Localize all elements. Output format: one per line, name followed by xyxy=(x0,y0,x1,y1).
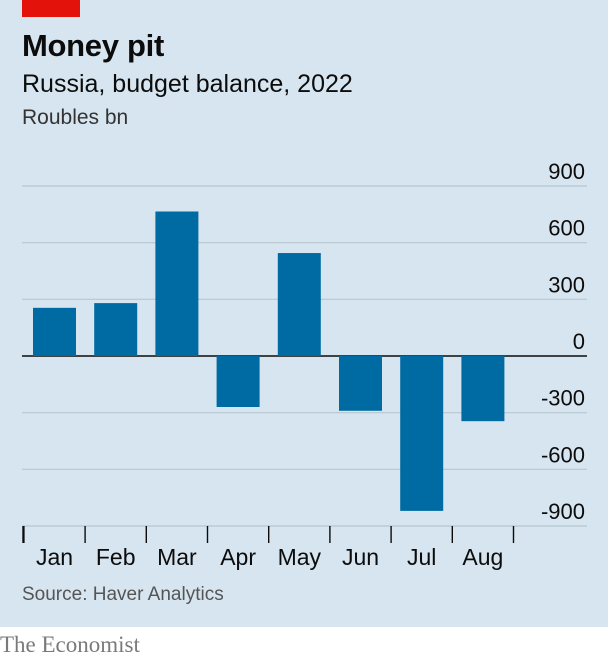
chart-subtitle: Russia, budget balance, 2022 xyxy=(22,70,353,98)
y-tick-label: 300 xyxy=(548,272,585,297)
x-tick-label: Jul xyxy=(407,544,436,570)
bar-jul xyxy=(400,356,444,511)
brand-red-tab xyxy=(22,0,80,17)
y-tick-label: 0 xyxy=(573,329,585,354)
bars xyxy=(33,211,505,511)
publisher-logo: The Economist xyxy=(0,632,140,657)
x-tick-label: May xyxy=(278,544,322,570)
y-tick-label: -600 xyxy=(541,442,585,467)
y-tick-label: -900 xyxy=(541,499,585,524)
x-tick-label: Feb xyxy=(96,544,136,570)
y-tick-label: 600 xyxy=(548,216,585,241)
bar-apr xyxy=(216,356,260,407)
bar-aug xyxy=(461,356,505,422)
y-tick-label: 900 xyxy=(548,159,585,184)
x-tick-label: Jun xyxy=(342,544,379,570)
x-tick-label: Jan xyxy=(36,544,73,570)
bar-chart: 900 600 300 0 -300 -600 -900 Jan Feb Mar Apr May Ju… xyxy=(22,159,587,570)
bar-jan xyxy=(33,307,76,356)
y-tick-label: -300 xyxy=(541,386,585,411)
y-tick-labels: 900 600 300 0 -300 -600 -900 xyxy=(541,159,585,524)
x-axis: Jan Feb Mar Apr May Jun Jul Aug xyxy=(22,526,515,570)
bar-may xyxy=(277,253,321,356)
x-tick-label: Apr xyxy=(220,544,256,570)
chart-unit-label: Roubles bn xyxy=(22,106,129,129)
x-tick-label: Mar xyxy=(157,544,197,570)
x-tick-label: Aug xyxy=(462,544,503,570)
chart-title: Money pit xyxy=(22,28,164,63)
bar-mar xyxy=(155,211,199,356)
bar-feb xyxy=(94,303,138,356)
source-note: Source: Haver Analytics xyxy=(22,584,224,605)
bar-jun xyxy=(339,356,382,411)
